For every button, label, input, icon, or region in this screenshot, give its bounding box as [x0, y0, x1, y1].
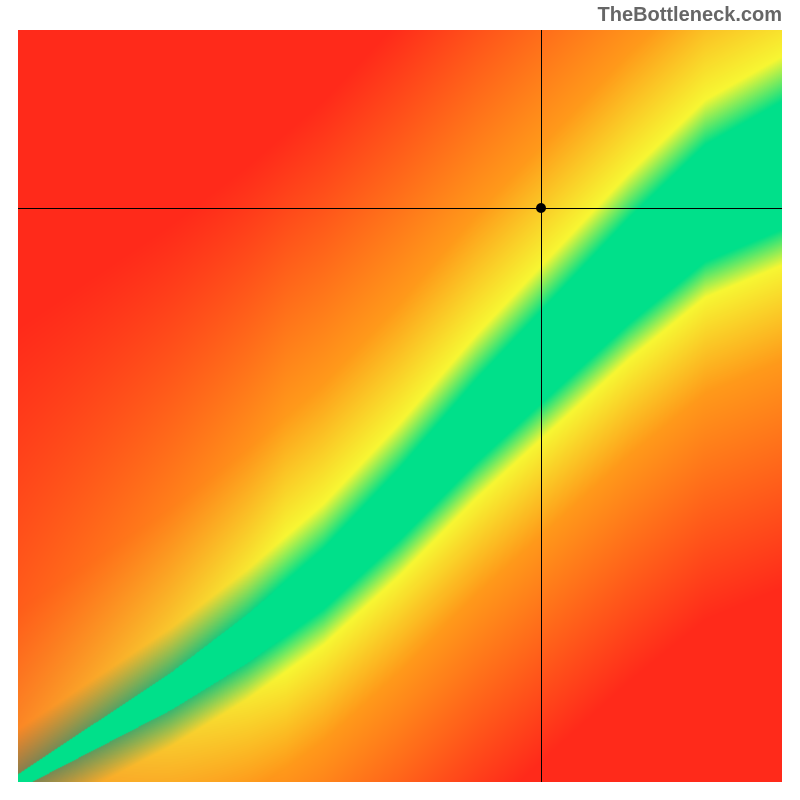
crosshair-marker — [536, 203, 546, 213]
crosshair-horizontal — [18, 208, 782, 209]
attribution-label: TheBottleneck.com — [598, 4, 782, 27]
heatmap-canvas — [18, 30, 782, 782]
heatmap-plot — [18, 30, 782, 782]
crosshair-vertical — [541, 30, 542, 782]
chart-container: TheBottleneck.com — [0, 0, 800, 800]
